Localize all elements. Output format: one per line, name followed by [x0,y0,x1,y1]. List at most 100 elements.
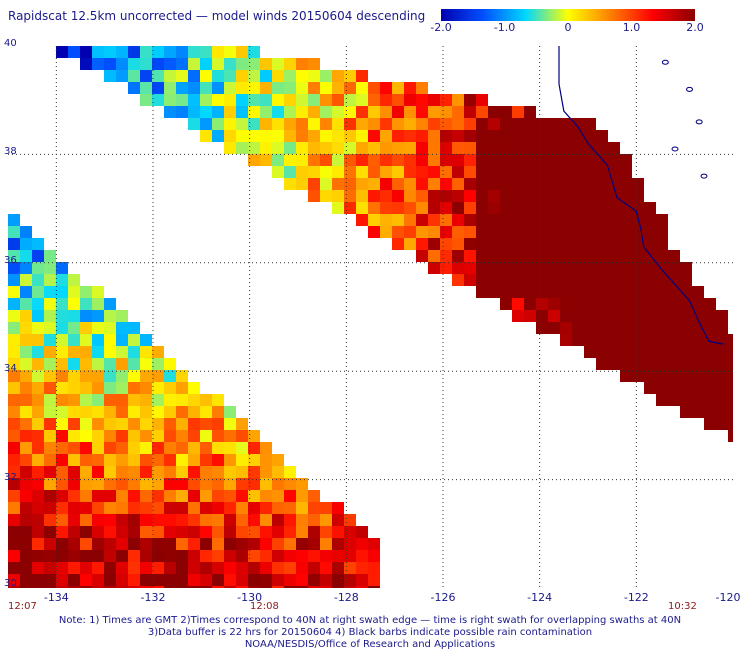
wind-cell [440,250,452,262]
wind-cell [308,526,320,538]
wind-cell [92,358,104,370]
wind-cell [668,382,680,394]
wind-cell [200,82,212,94]
wind-cell [32,574,44,586]
wind-cell [200,394,212,406]
wind-cell [380,118,392,130]
wind-cell [248,154,260,166]
wind-cell [152,538,164,550]
wind-cell [644,322,656,334]
wind-cell [656,298,668,310]
wind-cell [356,94,368,106]
wind-cell [44,382,56,394]
wind-cell [32,502,44,514]
wind-cell [332,118,344,130]
wind-cell [68,526,80,538]
wind-cell [608,334,620,346]
wind-cell [632,334,644,346]
wind-cell [380,142,392,154]
wind-cell [452,226,464,238]
wind-cell [404,94,416,106]
wind-cell [620,166,632,178]
wind-cell [680,358,692,370]
longitude-tick-label: -124 [527,591,553,604]
wind-cell [20,298,32,310]
wind-cell [536,190,548,202]
wind-cell [140,82,152,94]
wind-cell [128,514,140,526]
wind-cell [320,562,332,574]
wind-cell [272,478,284,490]
wind-cell [692,370,704,382]
wind-cell [572,130,584,142]
wind-cell [92,514,104,526]
longitude-tick-label: -120 [715,591,740,604]
wind-cell [272,94,284,106]
wind-cell [152,586,164,588]
wind-cell [308,550,320,562]
wind-cell [80,46,92,58]
wind-cell [248,586,260,588]
wind-cell [416,250,428,262]
wind-cell [140,346,152,358]
wind-cell [248,106,260,118]
wind-cell [512,118,524,130]
wind-cell [140,418,152,430]
wind-cell [548,274,560,286]
wind-cell [488,190,500,202]
wind-cell [560,190,572,202]
wind-cell [332,190,344,202]
wind-cell [452,190,464,202]
wind-cell [152,526,164,538]
wind-cell [416,202,428,214]
wind-cell [128,538,140,550]
wind-cell [188,394,200,406]
wind-cell [320,154,332,166]
wind-cell [104,382,116,394]
wind-cell [80,538,92,550]
wind-cell [32,394,44,406]
wind-cell [248,142,260,154]
wind-cell [404,202,416,214]
wind-cell [404,82,416,94]
wind-cell [644,346,656,358]
wind-cell [8,418,20,430]
wind-cell [644,358,656,370]
wind-cell [464,154,476,166]
wind-cell [92,478,104,490]
wind-cell [104,298,116,310]
wind-cell [104,322,116,334]
wind-cell [680,382,692,394]
wind-cell [176,490,188,502]
wind-cell [32,298,44,310]
wind-cell [44,298,56,310]
wind-cell [428,250,440,262]
wind-cell [32,346,44,358]
wind-cell [584,118,596,130]
wind-cell [548,310,560,322]
wind-cell [92,574,104,586]
wind-cell [608,262,620,274]
wind-cell [284,94,296,106]
wind-cell [164,574,176,586]
wind-cell [8,286,20,298]
wind-cell [368,550,380,562]
wind-cell [236,70,248,82]
wind-cell [200,406,212,418]
wind-cell [488,166,500,178]
wind-cell [596,310,608,322]
wind-cell [344,538,356,550]
wind-cell [80,310,92,322]
wind-cell [440,94,452,106]
wind-cell [572,322,584,334]
wind-cell [500,250,512,262]
wind-cell [68,502,80,514]
wind-cell [428,118,440,130]
wind-cell [8,394,20,406]
wind-cell [68,562,80,574]
wind-cell [296,574,308,586]
wind-cell [296,166,308,178]
wind-cell [80,358,92,370]
wind-cell [80,562,92,574]
wind-cell [464,166,476,178]
